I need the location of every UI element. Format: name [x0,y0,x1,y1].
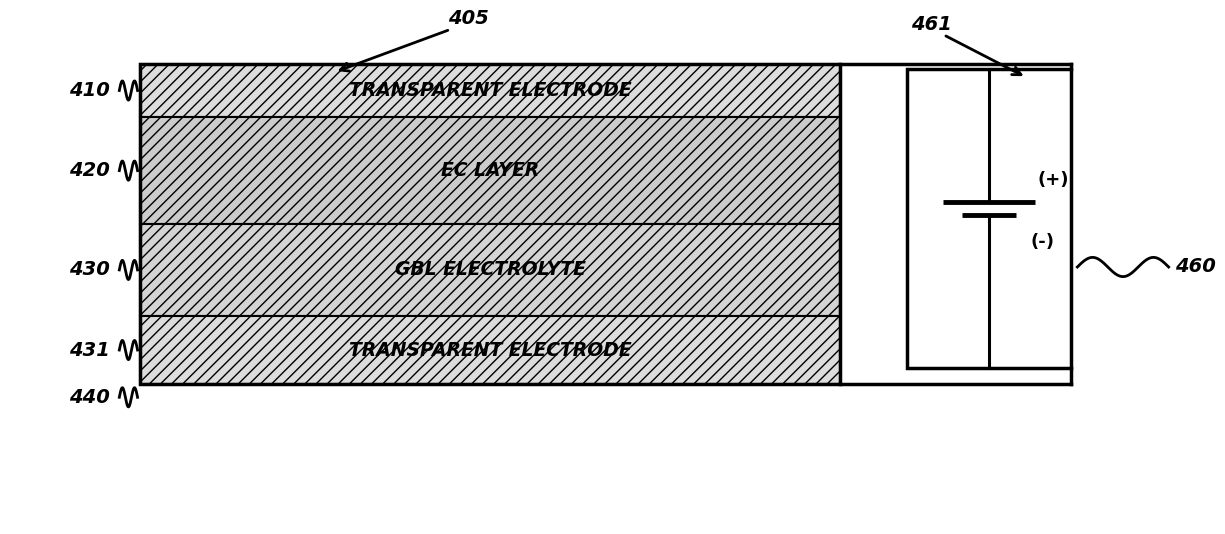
Text: TRANSPARENT ELECTRODE: TRANSPARENT ELECTRODE [349,341,631,359]
Text: 420: 420 [69,161,109,180]
Text: EC LAYER: EC LAYER [441,161,539,180]
Bar [140,64,840,117]
Text: (+): (+) [1038,171,1069,189]
Text: 430: 430 [69,261,109,279]
Text: 431: 431 [69,341,109,359]
Text: (-): (-) [1030,233,1055,250]
Text: 461: 461 [911,14,952,34]
Text: GBL ELECTROLYTE: GBL ELECTROLYTE [394,261,586,279]
Bar [140,64,840,384]
Text: TRANSPARENT ELECTRODE: TRANSPARENT ELECTRODE [349,81,631,100]
Bar [140,316,840,384]
Text: 405: 405 [448,9,489,28]
Text: 460: 460 [1175,257,1215,277]
Bar [140,117,840,224]
Text: 410: 410 [69,81,109,100]
Text: 440: 440 [69,388,109,407]
Bar [140,224,840,316]
Bar [906,69,1072,368]
